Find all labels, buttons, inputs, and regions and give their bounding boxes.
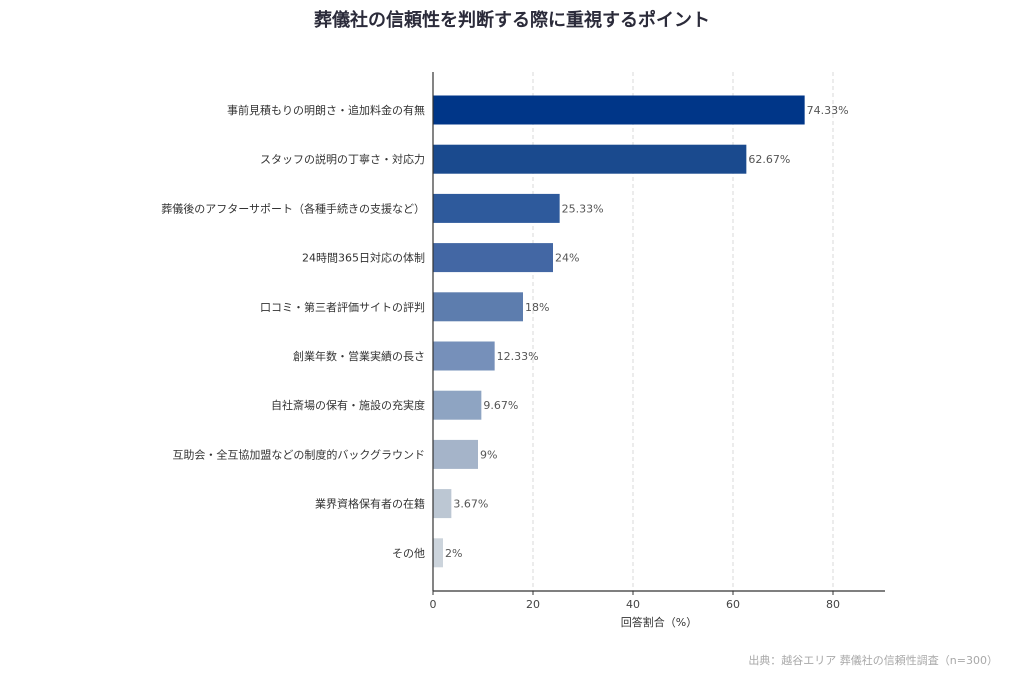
- data-label: 62.67%: [748, 153, 790, 166]
- x-tick-label: 20: [526, 598, 540, 611]
- category-label: 業界資格保有者の在籍: [315, 497, 425, 511]
- data-label: 74.33%: [807, 104, 849, 117]
- data-label: 9%: [480, 448, 497, 461]
- bar: [433, 489, 452, 519]
- x-tick-label: 40: [626, 598, 640, 611]
- bar: [433, 243, 553, 273]
- data-label: 12.33%: [497, 350, 539, 363]
- data-label: 18%: [525, 301, 549, 314]
- category-label: 創業年数・営業実績の長さ: [293, 349, 425, 363]
- data-label: 9.67%: [483, 399, 518, 412]
- bar: [433, 292, 523, 322]
- bar: [433, 439, 478, 469]
- category-label: 葬儀後のアフターサポート（各種手続きの支援など）: [161, 201, 425, 215]
- data-label: 24%: [555, 252, 579, 265]
- x-tick-label: 60: [726, 598, 740, 611]
- bar: [433, 390, 482, 420]
- chart-title: 葬儀社の信頼性を判断する際に重視するポイント: [314, 10, 710, 31]
- bar: [433, 95, 805, 125]
- bar: [433, 538, 443, 568]
- category-label: 自社斎場の保有・施設の充実度: [271, 398, 425, 412]
- category-label: 24時間365日対応の体制: [302, 251, 425, 265]
- data-label: 3.67%: [453, 498, 488, 511]
- bar: [433, 144, 747, 174]
- category-label: 事前見積もりの明朗さ・追加料金の有無: [227, 103, 425, 117]
- bar: [433, 341, 495, 371]
- x-axis-title: 回答割合（%）: [621, 615, 697, 629]
- x-tick-label: 0: [430, 598, 437, 611]
- category-label: 口コミ・第三者評価サイトの評判: [260, 300, 425, 314]
- data-label: 2%: [445, 547, 462, 560]
- source-note: 出典：越谷エリア 葬儀社の信頼性調査（n=300）: [748, 654, 998, 667]
- data-label: 25.33%: [562, 202, 604, 215]
- bar: [433, 193, 560, 223]
- category-label: 互助会・全互協加盟などの制度的バックグラウンド: [172, 447, 425, 461]
- category-label: その他: [392, 547, 425, 560]
- category-label: スタッフの説明の丁寧さ・対応力: [260, 152, 425, 166]
- x-tick-label: 80: [826, 598, 840, 611]
